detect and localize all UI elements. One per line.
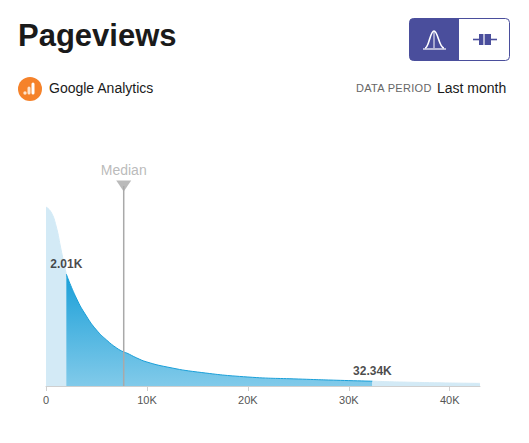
svg-text:2.01K: 2.01K [50,257,82,271]
html-text:Google Analytics: Google Analytics [49,80,154,96]
svg-text:Median: Median [101,162,147,178]
svg-text:10K: 10K [137,394,157,406]
svg-text:0: 0 [43,394,49,406]
svg-text:40K: 40K [440,394,460,406]
html-text:DATA PERIOD Last month: DATA PERIOD Last month [356,80,507,96]
svg-text:32.34K: 32.34K [353,364,392,378]
svg-text:20K: 20K [238,394,258,406]
svg-text:30K: 30K [339,394,359,406]
html-text:Pageviews: Pageviews [18,18,177,53]
